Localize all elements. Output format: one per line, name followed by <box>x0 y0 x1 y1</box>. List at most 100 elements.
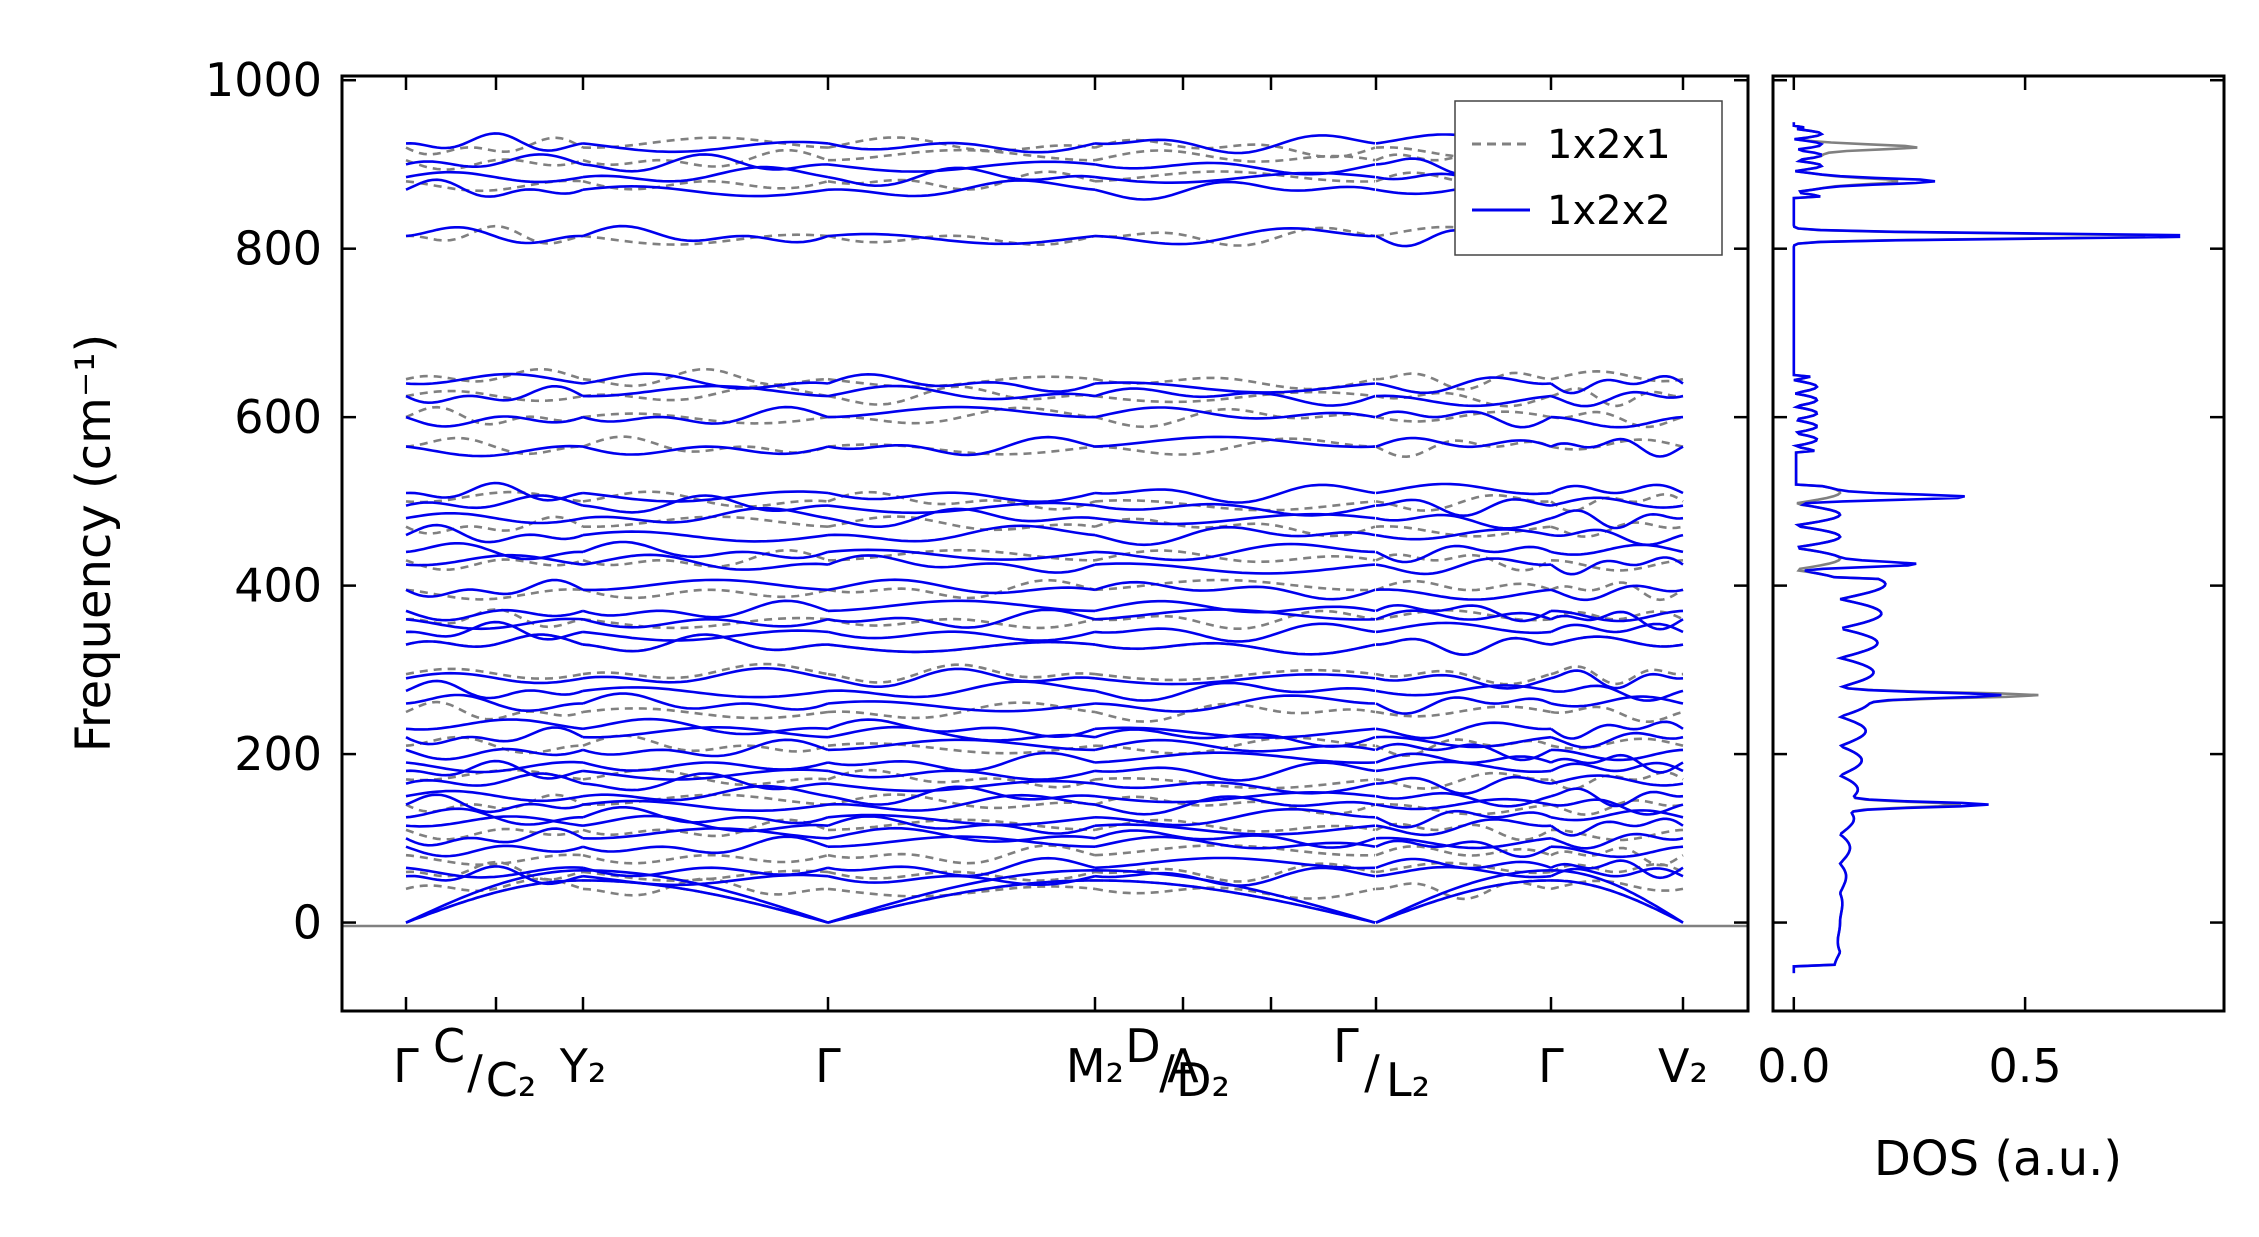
legend-label-1x2x2: 1x2x2 <box>1547 188 1671 234</box>
band-line <box>405 772 584 787</box>
dos-x-tick-label: 0.5 <box>1989 1039 2062 1093</box>
band-line <box>827 578 1096 600</box>
band-line <box>1550 387 1684 408</box>
kpath-label-sup: Γ <box>1333 1019 1359 1073</box>
band-line <box>405 405 584 426</box>
band-line <box>1550 845 1684 859</box>
band-line <box>1550 705 1684 723</box>
band-line <box>1094 483 1376 504</box>
band-line <box>827 835 1096 848</box>
band-line <box>827 680 1096 699</box>
band-line <box>1375 636 1552 657</box>
band-line <box>1550 879 1684 924</box>
band-line <box>582 445 829 456</box>
band-line <box>405 224 584 245</box>
y-tick-label: 1000 <box>205 53 322 107</box>
band-line <box>1375 669 1552 686</box>
band-line <box>405 877 584 893</box>
kpath-label-sup: D <box>1125 1019 1160 1073</box>
band-line <box>1094 681 1376 702</box>
band-line <box>405 759 584 780</box>
band-line <box>1375 836 1552 850</box>
band-line <box>582 224 829 244</box>
band-line <box>1094 672 1376 686</box>
band-line <box>1375 880 1552 901</box>
band-line <box>827 742 1096 755</box>
band-line <box>405 132 584 152</box>
band-line <box>1094 381 1376 394</box>
band-line <box>1094 856 1376 870</box>
band-line <box>582 405 829 425</box>
band-line <box>582 494 829 514</box>
band-line <box>827 491 1096 503</box>
band-line <box>1375 721 1552 740</box>
band-line <box>582 184 829 198</box>
band-line <box>827 170 1096 191</box>
band-line <box>1094 866 1376 887</box>
band-line <box>582 717 829 736</box>
band-line <box>1375 588 1552 601</box>
band-line <box>1094 134 1376 155</box>
band-line <box>1375 735 1552 749</box>
kpath-label: Y₂ <box>559 1039 607 1093</box>
band-line <box>1550 761 1684 773</box>
dos-axis-title: DOS (a.u.) <box>1874 1131 2122 1187</box>
band-line <box>405 511 584 525</box>
band-line <box>405 693 584 712</box>
band-line <box>1094 599 1376 614</box>
band-line <box>582 153 829 173</box>
band-line <box>827 148 1095 162</box>
band-line <box>827 599 1096 613</box>
band-line <box>1550 859 1684 880</box>
band-line <box>582 140 829 154</box>
band-line <box>405 617 584 631</box>
band-line <box>1094 835 1376 850</box>
band-line <box>1094 736 1376 755</box>
band-line <box>1375 797 1552 811</box>
band-line <box>405 860 584 881</box>
band-line <box>1550 610 1684 631</box>
band-line <box>405 793 584 813</box>
band-line <box>1094 641 1376 656</box>
band-line <box>1094 226 1376 246</box>
band-line <box>1375 609 1552 621</box>
band-line <box>827 769 1096 781</box>
band-line <box>1550 787 1684 808</box>
band-line <box>1550 817 1684 837</box>
band-line <box>1550 669 1684 690</box>
band-line <box>405 853 584 866</box>
band-line <box>1094 498 1376 512</box>
band-line <box>827 869 1096 924</box>
dos-line <box>1791 122 2181 974</box>
band-line <box>1550 528 1684 547</box>
band-line <box>1094 751 1376 764</box>
band-line <box>1550 509 1684 530</box>
band-line <box>405 747 584 761</box>
band-line <box>1550 622 1684 634</box>
band-line <box>582 806 829 825</box>
kpath-label: V₂ <box>1658 1039 1708 1093</box>
band-line <box>1550 798 1684 816</box>
band-line <box>405 436 583 456</box>
band-line <box>1375 436 1552 449</box>
band-line <box>1550 581 1684 602</box>
kpath-label-sub: L₂ <box>1386 1053 1430 1107</box>
band-line <box>1375 869 1552 924</box>
band-line <box>582 692 829 711</box>
band-line <box>827 826 1096 843</box>
band-line <box>405 444 584 458</box>
band-line <box>1550 483 1684 495</box>
band-line <box>582 761 829 772</box>
kpath-label-slash: / <box>467 1045 483 1099</box>
band-line <box>405 542 583 561</box>
band-line <box>582 738 829 758</box>
band-line <box>582 629 829 642</box>
band-line <box>1094 807 1376 827</box>
band-line <box>1094 726 1376 739</box>
band-panel-frame <box>340 74 1750 1013</box>
y-tick-label: 400 <box>234 559 322 613</box>
band-line <box>1094 777 1376 790</box>
band-line <box>827 490 1096 511</box>
band-line <box>827 751 1096 773</box>
